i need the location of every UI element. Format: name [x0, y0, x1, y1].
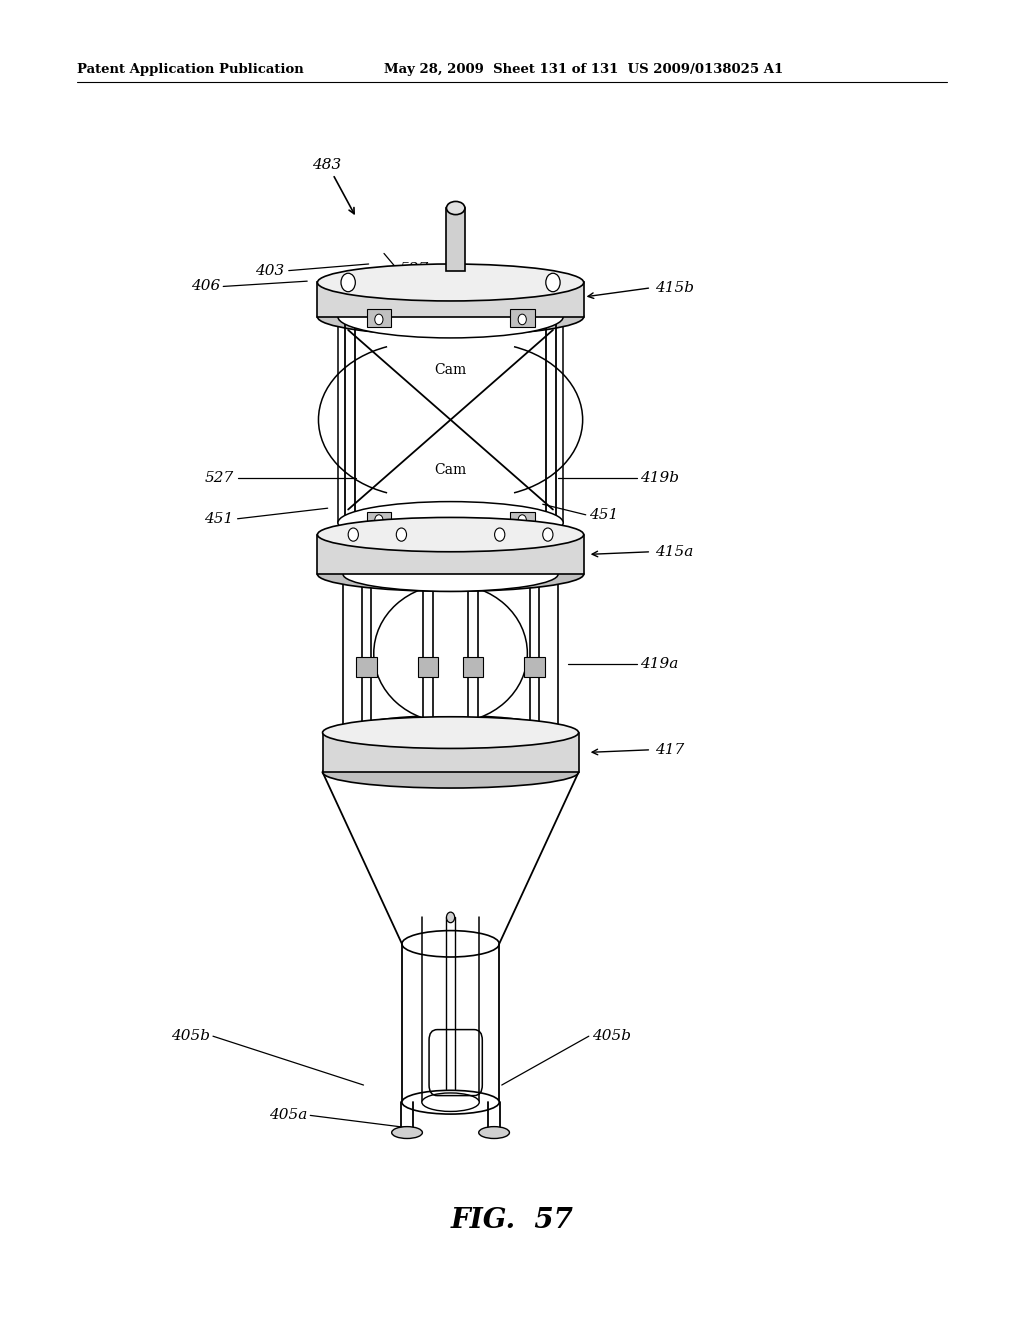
Circle shape	[396, 528, 407, 541]
Text: 419a: 419a	[640, 657, 678, 671]
Text: 405b: 405b	[171, 1030, 210, 1043]
Bar	[510, 309, 535, 327]
Text: 419b: 419b	[640, 471, 679, 484]
Text: 405a: 405a	[269, 1109, 307, 1122]
Ellipse shape	[323, 756, 579, 788]
Ellipse shape	[478, 1127, 510, 1138]
Ellipse shape	[446, 202, 465, 215]
Circle shape	[348, 528, 358, 541]
Ellipse shape	[343, 715, 558, 750]
Ellipse shape	[317, 517, 584, 552]
Circle shape	[375, 515, 383, 525]
Bar	[323, 733, 579, 772]
Bar	[446, 209, 465, 272]
Text: FIG.  57: FIG. 57	[451, 1208, 573, 1234]
Text: May 28, 2009  Sheet 131 of 131  US 2009/0138025 A1: May 28, 2009 Sheet 131 of 131 US 2009/01…	[384, 63, 783, 77]
Text: 415a: 415a	[655, 545, 693, 558]
Ellipse shape	[422, 1093, 479, 1111]
Text: 406: 406	[190, 280, 220, 293]
Text: 527: 527	[399, 263, 429, 276]
Circle shape	[543, 528, 553, 541]
Text: Cam: Cam	[434, 463, 467, 477]
Ellipse shape	[323, 717, 579, 748]
Bar	[317, 535, 584, 574]
Bar	[367, 309, 391, 327]
Ellipse shape	[317, 264, 584, 301]
Ellipse shape	[317, 298, 584, 335]
Bar	[524, 657, 545, 677]
Circle shape	[546, 273, 560, 292]
Circle shape	[375, 314, 383, 325]
Ellipse shape	[343, 557, 558, 591]
Ellipse shape	[338, 502, 563, 544]
Text: 403: 403	[255, 264, 285, 277]
Ellipse shape	[401, 931, 500, 957]
Bar	[367, 512, 391, 531]
Text: Patent Application Publication: Patent Application Publication	[77, 63, 303, 77]
Text: 415b: 415b	[655, 281, 694, 294]
Ellipse shape	[401, 1090, 500, 1114]
Ellipse shape	[317, 557, 584, 591]
Circle shape	[518, 515, 526, 525]
Circle shape	[495, 528, 505, 541]
Bar	[510, 512, 535, 531]
Text: 483: 483	[312, 158, 342, 172]
Text: 527: 527	[204, 471, 233, 484]
Bar	[317, 282, 584, 317]
Circle shape	[341, 273, 355, 292]
Ellipse shape	[338, 296, 563, 338]
Text: 451: 451	[204, 512, 233, 525]
Ellipse shape	[391, 1127, 423, 1138]
Text: 405b: 405b	[592, 1030, 631, 1043]
Ellipse shape	[446, 912, 455, 923]
Bar	[418, 657, 438, 677]
Ellipse shape	[374, 585, 527, 723]
Text: Cam: Cam	[434, 363, 467, 376]
Text: 417: 417	[655, 743, 685, 756]
Text: 451: 451	[589, 508, 618, 521]
Bar	[356, 657, 377, 677]
Circle shape	[518, 314, 526, 325]
Bar	[463, 657, 483, 677]
